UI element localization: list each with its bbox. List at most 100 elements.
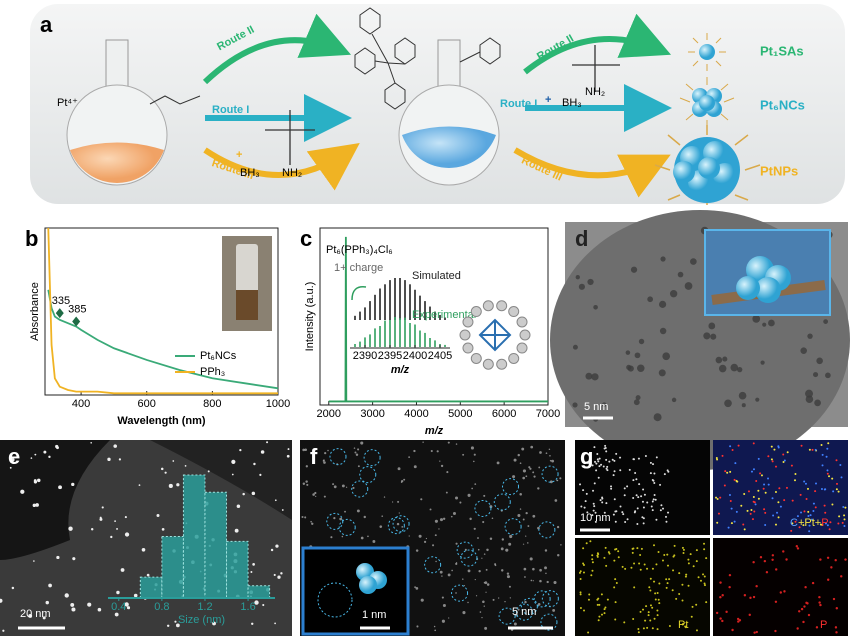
signal: [757, 457, 760, 460]
signal: [738, 619, 742, 622]
particle: [20, 489, 25, 494]
signal: [587, 453, 590, 456]
atom: [483, 605, 485, 607]
inset-tick-label: 2390: [353, 350, 377, 362]
signal: [656, 614, 659, 617]
inset: [301, 546, 410, 636]
atom: [403, 478, 406, 481]
particle: [816, 357, 823, 365]
signal: [579, 591, 582, 594]
cluster-marker: [424, 556, 442, 574]
signal: [812, 502, 815, 505]
signal: [615, 582, 618, 585]
signal: [659, 509, 662, 512]
signal: [684, 575, 687, 578]
atom: [544, 566, 547, 570]
atom: [322, 459, 325, 462]
signal: [702, 573, 705, 576]
atom: [529, 557, 533, 561]
signal: [617, 550, 620, 553]
atom: [486, 583, 490, 586]
atom: [508, 306, 520, 318]
atom: [323, 461, 326, 464]
atom: [560, 544, 562, 546]
cluster-marker: [541, 465, 559, 483]
particle: [715, 356, 723, 364]
signal: [783, 459, 786, 462]
signal: [695, 549, 698, 552]
particle: [266, 441, 269, 444]
signal: [790, 464, 793, 467]
signal: [737, 444, 740, 447]
atom: [341, 484, 345, 488]
histogram-bar: [139, 576, 163, 599]
signal: [839, 464, 842, 467]
signal: [624, 567, 627, 570]
cluster-marker: [359, 466, 377, 484]
signal: [649, 461, 652, 464]
x-tick-label: 0.8: [154, 601, 169, 613]
atom: [339, 517, 343, 521]
signal: [808, 524, 811, 527]
atom: [441, 575, 443, 577]
particle: [637, 364, 645, 373]
particle: [281, 509, 284, 511]
panel-label: c: [300, 226, 312, 251]
signal: [637, 627, 640, 630]
x-tick-label: 1.6: [240, 601, 255, 613]
signal: [838, 515, 841, 518]
signal: [775, 568, 778, 571]
particle: [813, 372, 819, 378]
atom: [522, 476, 526, 480]
signal: [591, 554, 594, 557]
cluster-marker: [326, 512, 344, 530]
atom: [557, 553, 560, 557]
signal: [647, 611, 650, 614]
atom: [482, 358, 494, 370]
signal: [605, 564, 608, 567]
particle: [160, 467, 164, 471]
particle: [58, 485, 62, 490]
signal: [794, 520, 797, 523]
panel-label: e: [8, 444, 20, 469]
atom: [496, 358, 508, 370]
signal: [595, 469, 598, 472]
signal: [832, 490, 835, 493]
signal: [633, 586, 636, 589]
particle: [635, 395, 641, 401]
signal: [740, 504, 743, 507]
atom: [549, 480, 553, 484]
signal: [672, 555, 675, 558]
signal: [827, 578, 830, 581]
legend-label: Pt₆NCs: [200, 350, 237, 362]
histogram-bar: [226, 540, 249, 599]
x-axis-label: m/z: [425, 425, 444, 437]
signal: [610, 487, 613, 490]
signal: [589, 540, 592, 543]
signal: [695, 603, 698, 606]
signal: [601, 497, 604, 500]
signal: [765, 571, 769, 574]
signal: [585, 492, 588, 495]
signal: [682, 551, 685, 554]
atom: [445, 491, 448, 494]
atom: [352, 486, 355, 490]
signal: [651, 479, 654, 482]
signal: [731, 449, 734, 452]
atom: [302, 482, 306, 485]
signal: [728, 585, 731, 589]
signal: [619, 469, 622, 472]
particle: [252, 563, 255, 566]
overlay-legend: C+Pt+P: [790, 517, 829, 529]
charts: b 400 600 800 1000 Wavelength (nm) Absorbance P…: [25, 226, 560, 626]
signal: [613, 498, 616, 501]
signal: [733, 478, 736, 481]
signal: [804, 482, 807, 485]
plot-frame: [319, 227, 549, 406]
signal: [656, 591, 659, 594]
particle: [253, 462, 256, 466]
panel-f: f 1 nm 5 nm: [300, 440, 565, 636]
atom: [482, 300, 494, 312]
signal: [610, 485, 613, 488]
